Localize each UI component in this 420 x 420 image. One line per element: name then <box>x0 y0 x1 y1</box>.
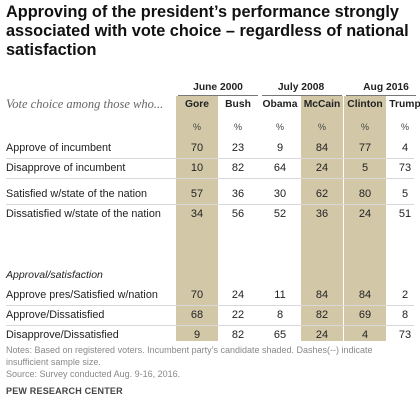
cell-trump: 8 <box>401 309 409 321</box>
cell-trump: 4 <box>401 142 409 154</box>
cell-gore: 57 <box>190 188 204 200</box>
cell-gore: 70 <box>190 142 204 154</box>
cell-obama: 52 <box>273 208 287 220</box>
cell-obama: 30 <box>273 188 287 200</box>
candidate-mccain: McCain <box>303 99 341 110</box>
candidate-obama: Obama <box>262 99 298 110</box>
cell-obama: 8 <box>276 309 284 321</box>
cell-clinton: 5 <box>361 162 369 174</box>
cell-bush: 24 <box>231 289 245 301</box>
cell-mccain: 62 <box>315 188 329 200</box>
chart-title: Approving of the president’s performance… <box>6 3 409 59</box>
cell-bush: 36 <box>231 188 245 200</box>
row-label-disapprove-dissatisfied: Disapprove/Dissatisfied <box>6 329 119 341</box>
row-label-satisfied-nation: Satisfied w/state of the nation <box>6 188 148 200</box>
year-2000-rule <box>178 95 258 96</box>
year-2000: June 2000 <box>193 82 243 93</box>
row-label-disapprove-incumbent: Disapprove of incumbent <box>6 162 126 174</box>
percent-obama: % <box>275 122 284 132</box>
row-separator <box>6 204 414 205</box>
cell-mccain: 84 <box>315 142 329 154</box>
year-2016: Aug 2016 <box>363 82 409 93</box>
shade-gore <box>176 96 218 341</box>
cell-obama: 9 <box>276 142 284 154</box>
cell-mccain: 84 <box>315 289 329 301</box>
cell-obama: 64 <box>273 162 287 174</box>
table-notes: Notes: Based on registered voters. Incum… <box>6 345 373 367</box>
cell-gore: 68 <box>190 309 204 321</box>
cell-clinton: 84 <box>358 289 372 301</box>
cell-gore: 70 <box>190 289 204 301</box>
candidate-gore: Gore <box>184 99 210 110</box>
candidate-bush: Bush <box>225 99 251 110</box>
cell-trump: 51 <box>398 208 412 220</box>
cell-obama: 11 <box>274 289 286 301</box>
cell-clinton: 77 <box>358 142 372 154</box>
row-label-approve-dissatisfied: Approve/Dissatisfied <box>6 309 105 321</box>
cell-bush: 56 <box>231 208 245 220</box>
percent-mccain: % <box>317 122 326 132</box>
cell-gore: 9 <box>193 329 201 341</box>
cell-clinton: 80 <box>358 188 372 200</box>
candidate-trump: Trump <box>389 99 420 110</box>
cell-trump: 5 <box>401 188 409 200</box>
percent-clinton: % <box>360 122 369 132</box>
cell-bush: 82 <box>231 162 245 174</box>
shade-clinton <box>344 96 386 341</box>
cell-clinton: 4 <box>361 329 369 341</box>
row-label-approve-incumbent: Approve of incumbent <box>6 142 112 154</box>
cell-clinton: 24 <box>358 208 372 220</box>
cell-gore: 34 <box>190 208 204 220</box>
cell-mccain: 82 <box>315 309 329 321</box>
section-label: Approval/satisfaction <box>6 269 103 281</box>
row-separator <box>6 158 414 159</box>
cell-mccain: 36 <box>315 208 329 220</box>
cell-bush: 82 <box>231 329 245 341</box>
cell-obama: 65 <box>273 329 287 341</box>
pew-logo: PEW RESEARCH CENTER <box>6 386 123 396</box>
cell-bush: 22 <box>231 309 245 321</box>
cell-clinton: 69 <box>358 309 372 321</box>
table-subtitle: Vote choice among those who... <box>6 97 164 111</box>
row-separator <box>6 325 414 326</box>
year-2008: July 2008 <box>277 82 325 93</box>
row-label-dissatisfied-nation: Dissatisfied w/state of the nation <box>6 208 161 220</box>
cell-trump: 2 <box>401 289 409 301</box>
row-separator <box>6 305 414 306</box>
table-source: Source: Survey conducted Aug. 9-16, 2016… <box>6 369 181 379</box>
shade-mccain <box>301 96 343 341</box>
cell-mccain: 24 <box>315 162 329 174</box>
cell-mccain: 24 <box>315 329 329 341</box>
cell-trump: 73 <box>398 329 412 341</box>
percent-trump: % <box>400 122 409 132</box>
year-2008-rule <box>262 95 342 96</box>
row-separator <box>6 178 414 179</box>
candidate-clinton: Clinton <box>347 99 383 110</box>
year-2016-rule <box>346 95 416 96</box>
row-label-approve-satisfied: Approve pres/Satisfied w/nation <box>6 289 158 301</box>
percent-gore: % <box>192 122 201 132</box>
cell-gore: 10 <box>190 162 204 174</box>
percent-bush: % <box>233 122 242 132</box>
cell-trump: 73 <box>398 162 412 174</box>
cell-bush: 23 <box>231 142 245 154</box>
